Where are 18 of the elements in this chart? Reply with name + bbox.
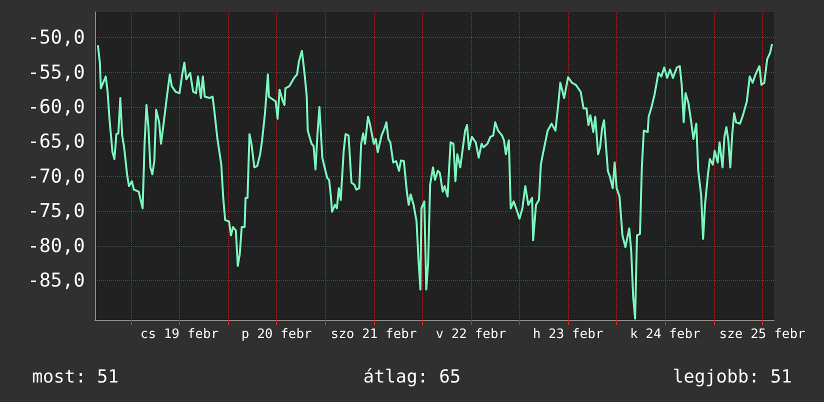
y-tick-label: -50,0 [28,26,85,49]
x-tick-label: sze 25 febr [719,327,806,342]
x-tick-label: h 23 febr [532,327,604,342]
x-tick-label: cs 19 febr [140,327,219,342]
y-tick-label: -60,0 [28,96,85,118]
y-tick-label: -70,0 [28,165,85,188]
y-tick-label: -65,0 [28,130,85,153]
x-tick-label: p 20 febr [241,327,312,342]
y-tick-label: -80,0 [28,234,85,257]
x-tick-label: szo 21 febr [330,327,418,342]
x-tick-label: k 24 febr [630,327,701,342]
x-tick-label: v 22 febr [436,327,506,342]
text: átlag: 65 [363,366,461,388]
y-tick-label: -55,0 [28,61,85,84]
y-tick-label: -85,0 [28,269,85,292]
y-tick-label: -75,0 [28,200,85,222]
text: most: 51 [32,366,119,388]
text: legjobb: 51 [672,366,792,388]
